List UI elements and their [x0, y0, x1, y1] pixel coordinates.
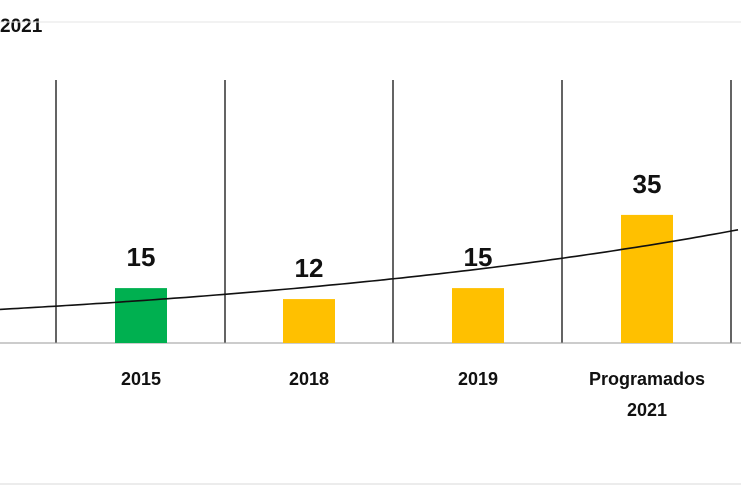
bar	[283, 299, 335, 343]
category-label: 2019	[458, 369, 498, 389]
data-label: 15	[464, 242, 493, 272]
header-fragment: 2021	[0, 16, 43, 37]
category-label: 2018	[289, 369, 329, 389]
category-label: Programados	[589, 369, 705, 389]
bar	[621, 214, 673, 343]
category-separators	[55, 80, 732, 343]
bars	[115, 214, 673, 343]
data-label: 12	[295, 253, 324, 283]
bar	[452, 288, 504, 343]
category-label: 2015	[121, 369, 161, 389]
trendline	[0, 229, 739, 311]
category-labels: 2015 2018 2019 Programados 2021	[121, 369, 705, 420]
value-labels: 15 12 15 35	[127, 169, 662, 283]
data-label: 35	[633, 169, 662, 199]
bar	[115, 288, 167, 343]
data-label: 15	[127, 242, 156, 272]
category-label: 2021	[627, 400, 667, 420]
